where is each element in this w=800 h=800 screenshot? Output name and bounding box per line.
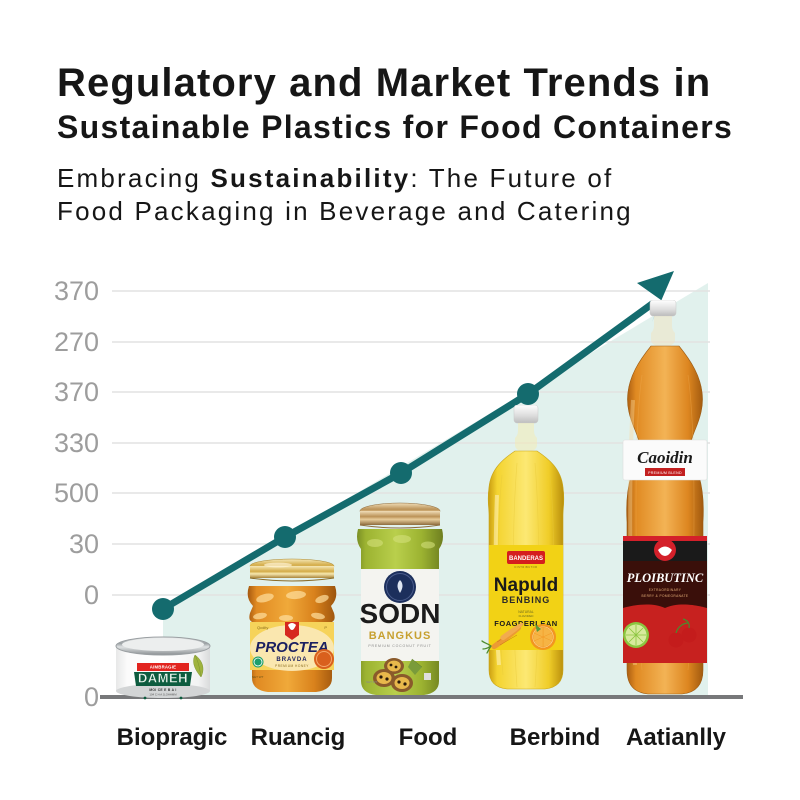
svg-text:PREMIUM COCONUT FRUIT: PREMIUM COCONUT FRUIT: [368, 644, 431, 648]
svg-text:270: 270: [54, 327, 99, 357]
svg-text:Caoidin: Caoidin: [637, 448, 693, 467]
svg-text:PREMIUM BLEND: PREMIUM BLEND: [648, 471, 682, 475]
svg-text:Qcdity: Qcdity: [257, 625, 268, 630]
svg-text:BANGKUS: BANGKUS: [369, 630, 432, 642]
svg-text:BERRY & POMEGRANATE: BERRY & POMEGRANATE: [642, 594, 689, 598]
svg-text:PLOIBUTINC: PLOIBUTINC: [627, 571, 704, 585]
svg-text:104 C H A JLOHHMM: 104 C H A JLOHHMM: [149, 693, 177, 697]
svg-text:Aatianlly: Aatianlly: [626, 724, 727, 751]
svg-text:500: 500: [54, 478, 99, 508]
svg-text:330: 330: [54, 428, 99, 458]
svg-text:NET WT: NET WT: [366, 680, 378, 684]
svg-text:MOI CE E B A I: MOI CE E B A I: [149, 688, 176, 692]
svg-text:P: P: [324, 625, 327, 630]
svg-text:370: 370: [54, 377, 99, 407]
svg-text:NET WT: NET WT: [252, 675, 264, 679]
svg-text:EXTRAORDINARY: EXTRAORDINARY: [649, 588, 682, 592]
svg-text:370: 370: [54, 276, 99, 306]
svg-text:AIMBRAGIE: AIMBRAGIE: [150, 665, 176, 670]
svg-text:30: 30: [69, 529, 99, 559]
svg-text:Berbind: Berbind: [510, 724, 601, 751]
svg-text:DAMEH: DAMEH: [138, 671, 188, 686]
svg-text:BRAVDA: BRAVDA: [276, 657, 307, 663]
svg-text:BENBING: BENBING: [502, 595, 551, 605]
svg-text:Food: Food: [399, 724, 458, 751]
svg-text:DISTRIBUTOR: DISTRIBUTOR: [514, 565, 537, 569]
svg-text:PREMIUM HONEY: PREMIUM HONEY: [275, 664, 309, 668]
svg-text:Napuld: Napuld: [494, 575, 558, 596]
svg-text:Biopragic: Biopragic: [117, 724, 228, 751]
svg-text:SODN: SODN: [360, 598, 441, 629]
svg-text:0: 0: [84, 682, 99, 712]
svg-text:BANDERAS: BANDERAS: [509, 556, 543, 562]
svg-text:Ruancig: Ruancig: [251, 724, 346, 751]
svg-text:0: 0: [84, 580, 99, 610]
svg-text:FLAVORED: FLAVORED: [519, 614, 534, 618]
